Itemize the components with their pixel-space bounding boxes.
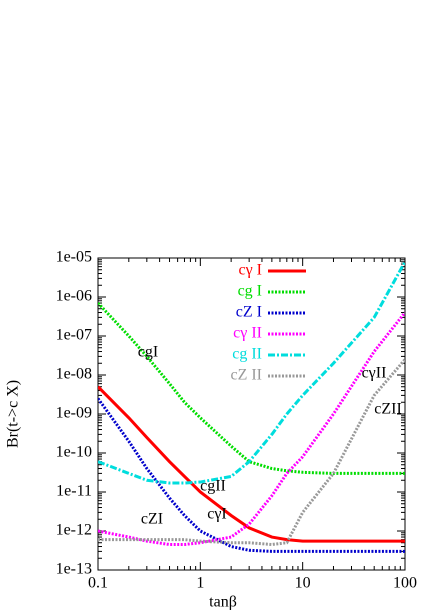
x-tick-label: 1 [196, 575, 204, 592]
annotation: cγII [362, 365, 387, 382]
legend-label: cZ II [230, 367, 262, 384]
legend-label: cZ I [236, 304, 262, 321]
annotation: cgII [200, 478, 226, 495]
x-tick-label: 10 [295, 575, 311, 592]
legend-label: cg II [232, 346, 262, 363]
series-line [98, 261, 405, 485]
y-tick-label: 1e-09 [56, 405, 92, 422]
series-line [98, 385, 405, 543]
y-tick-label: 1e-07 [56, 327, 92, 344]
series-line [98, 302, 405, 475]
series-line [98, 311, 405, 547]
legend-label: cg I [238, 283, 262, 300]
legend-label: cγ II [233, 325, 262, 342]
annotation: cgI [138, 344, 158, 361]
y-tick-label: 1e-10 [56, 444, 92, 461]
y-tick-label: 1e-11 [56, 483, 92, 500]
annotation: cZI [141, 511, 163, 528]
series-line [98, 358, 405, 547]
x-tick-label: 100 [393, 575, 417, 592]
series-line [98, 397, 405, 553]
x-axis-label: tanβ [209, 594, 237, 611]
annotation: cZII [374, 401, 402, 418]
y-tick-label: 1e-12 [56, 522, 92, 539]
y-tick-label: 1e-13 [56, 561, 92, 578]
legend-label: cγ I [239, 262, 263, 279]
y-axis-label: Br(t->c X) [5, 380, 22, 448]
annotation: cγI [207, 506, 227, 523]
y-tick-label: 1e-06 [56, 288, 92, 305]
y-tick-label: 1e-05 [56, 249, 92, 266]
plot-frame [97, 257, 406, 571]
y-tick-label: 1e-08 [56, 366, 92, 383]
x-tick-label: 0.1 [88, 575, 108, 592]
